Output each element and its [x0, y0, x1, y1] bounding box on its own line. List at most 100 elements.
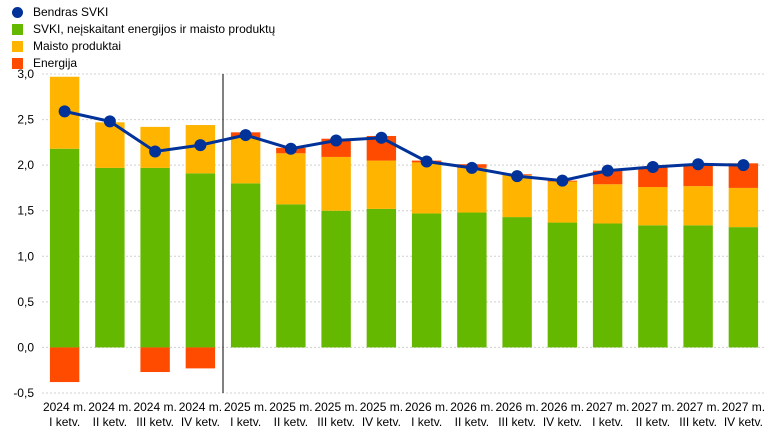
- total-line-marker: [375, 131, 388, 144]
- total-line-marker: [511, 170, 524, 183]
- x-tick-year: 2027 m.: [676, 400, 719, 414]
- bar-food-segment: [638, 187, 668, 226]
- y-tick-label: 1,0: [17, 249, 34, 263]
- bar-food-segment: [411, 162, 442, 214]
- x-tick-quarter: III ketv.: [679, 415, 717, 429]
- bar-food-segment: [276, 153, 306, 205]
- legend-swatch-food: [12, 40, 23, 52]
- bar-food-segment: [547, 181, 578, 223]
- bar-core-segment: [683, 225, 713, 348]
- x-tick-year: 2027 m.: [586, 400, 629, 414]
- total-line-marker: [601, 164, 614, 177]
- total-line: [58, 105, 750, 187]
- bar-energy-segment: [638, 166, 668, 188]
- bar-core-segment: [547, 222, 578, 348]
- bar-core-segment: [276, 204, 306, 348]
- total-line-marker: [103, 115, 116, 128]
- legend-label-food: Maisto produktai: [33, 39, 122, 53]
- total-line-marker: [692, 158, 705, 171]
- bar-food-segment: [457, 167, 487, 213]
- y-tick-label: 1,5: [17, 204, 34, 218]
- bar-food-segment: [683, 186, 713, 226]
- legend-swatch-core: [12, 23, 23, 35]
- x-tick-year: 2026 m.: [541, 400, 584, 414]
- y-tick-label: 0,0: [17, 340, 34, 354]
- x-tick-quarter: II ketv.: [455, 415, 489, 429]
- bar-food-segment: [321, 156, 351, 211]
- y-tick-label: 3,0: [17, 67, 34, 81]
- bar-core-segment: [728, 227, 759, 348]
- total-line-marker: [284, 142, 297, 155]
- bar-core-segment: [638, 225, 668, 348]
- bars: [49, 76, 759, 383]
- x-tick-quarter: III ketv.: [136, 415, 174, 429]
- x-tick-year: 2024 m.: [133, 400, 176, 414]
- bar-core-segment: [49, 148, 80, 348]
- legend-label-total: Bendras SVKI: [33, 5, 109, 19]
- bar-core-segment: [502, 217, 532, 348]
- total-line-marker: [194, 139, 207, 152]
- bar-core-segment: [140, 167, 170, 348]
- x-tick-quarter: IV ketv.: [362, 415, 401, 429]
- legend-label-core: SVKI, neįskaitant energijos ir maisto pr…: [33, 22, 276, 36]
- x-tick-quarter: II ketv.: [274, 415, 308, 429]
- bar-core-segment: [457, 212, 487, 348]
- bar-core-segment: [411, 213, 442, 348]
- total-line-marker: [330, 134, 343, 147]
- bar-energy-segment: [683, 164, 713, 187]
- y-axis-ticks: 3,0 2,5 2,0 1,5 1,0 0,5 0,0 -0,5: [13, 67, 34, 400]
- x-tick-year: 2026 m.: [495, 400, 538, 414]
- total-line-marker: [556, 174, 569, 187]
- x-tick-year: 2025 m.: [314, 400, 357, 414]
- y-tick-label: 0,5: [17, 295, 34, 309]
- x-tick-quarter: II ketv.: [93, 415, 127, 429]
- legend-item-core: SVKI, neįskaitant energijos ir maisto pr…: [12, 22, 275, 36]
- legend-item-food: Maisto produktai: [12, 39, 121, 53]
- x-tick-quarter: II ketv.: [636, 415, 670, 429]
- bar-core-segment: [95, 167, 125, 348]
- bar-core-segment: [185, 173, 216, 348]
- x-tick-quarter: III ketv.: [317, 415, 355, 429]
- x-tick-year: 2025 m.: [269, 400, 312, 414]
- bar-core-segment: [321, 210, 351, 348]
- x-tick-year: 2025 m.: [360, 400, 403, 414]
- bar-energy-segment: [592, 170, 623, 185]
- bar-energy-segment: [49, 347, 80, 383]
- bar-food-segment: [95, 122, 125, 168]
- bar-core-segment: [366, 208, 397, 348]
- x-tick-quarter: I ketv.: [49, 415, 80, 429]
- y-tick-label: -0,5: [13, 386, 34, 400]
- x-tick-quarter: III ketv.: [498, 415, 536, 429]
- bar-core-segment: [592, 223, 623, 348]
- total-line-marker: [737, 159, 750, 172]
- total-line-path: [64, 109, 744, 183]
- x-tick-year: 2024 m.: [179, 400, 222, 414]
- x-tick-year: 2026 m.: [405, 400, 448, 414]
- total-line-marker: [149, 145, 162, 158]
- x-tick-year: 2025 m.: [224, 400, 267, 414]
- x-tick-quarter: IV ketv.: [724, 415, 763, 429]
- x-tick-year: 2024 m.: [88, 400, 131, 414]
- legend-item-energy: Energija: [12, 56, 77, 70]
- total-line-marker: [646, 160, 659, 173]
- legend-label-energy: Energija: [33, 56, 78, 70]
- legend-item-total: Bendras SVKI: [12, 5, 108, 19]
- bar-food-segment: [502, 175, 532, 218]
- x-tick-quarter: I ketv.: [411, 415, 442, 429]
- bar-food-segment: [728, 187, 759, 228]
- bar-energy-segment: [185, 347, 216, 369]
- x-tick-year: 2027 m.: [631, 400, 674, 414]
- total-line-marker: [239, 129, 252, 142]
- x-tick-quarter: IV ketv.: [181, 415, 220, 429]
- legend-swatch-energy: [12, 57, 23, 69]
- bar-food-segment: [230, 137, 261, 184]
- total-line-marker: [58, 105, 71, 118]
- bar-food-segment: [592, 184, 623, 224]
- total-line-marker: [465, 161, 478, 174]
- x-tick-quarter: I ketv.: [230, 415, 261, 429]
- bar-food-segment: [366, 160, 397, 209]
- x-axis-ticks: 2024 m.I ketv.2024 m.II ketv.2024 m.III …: [43, 400, 765, 429]
- legend-swatch-total: [12, 6, 23, 18]
- bar-core-segment: [230, 183, 261, 348]
